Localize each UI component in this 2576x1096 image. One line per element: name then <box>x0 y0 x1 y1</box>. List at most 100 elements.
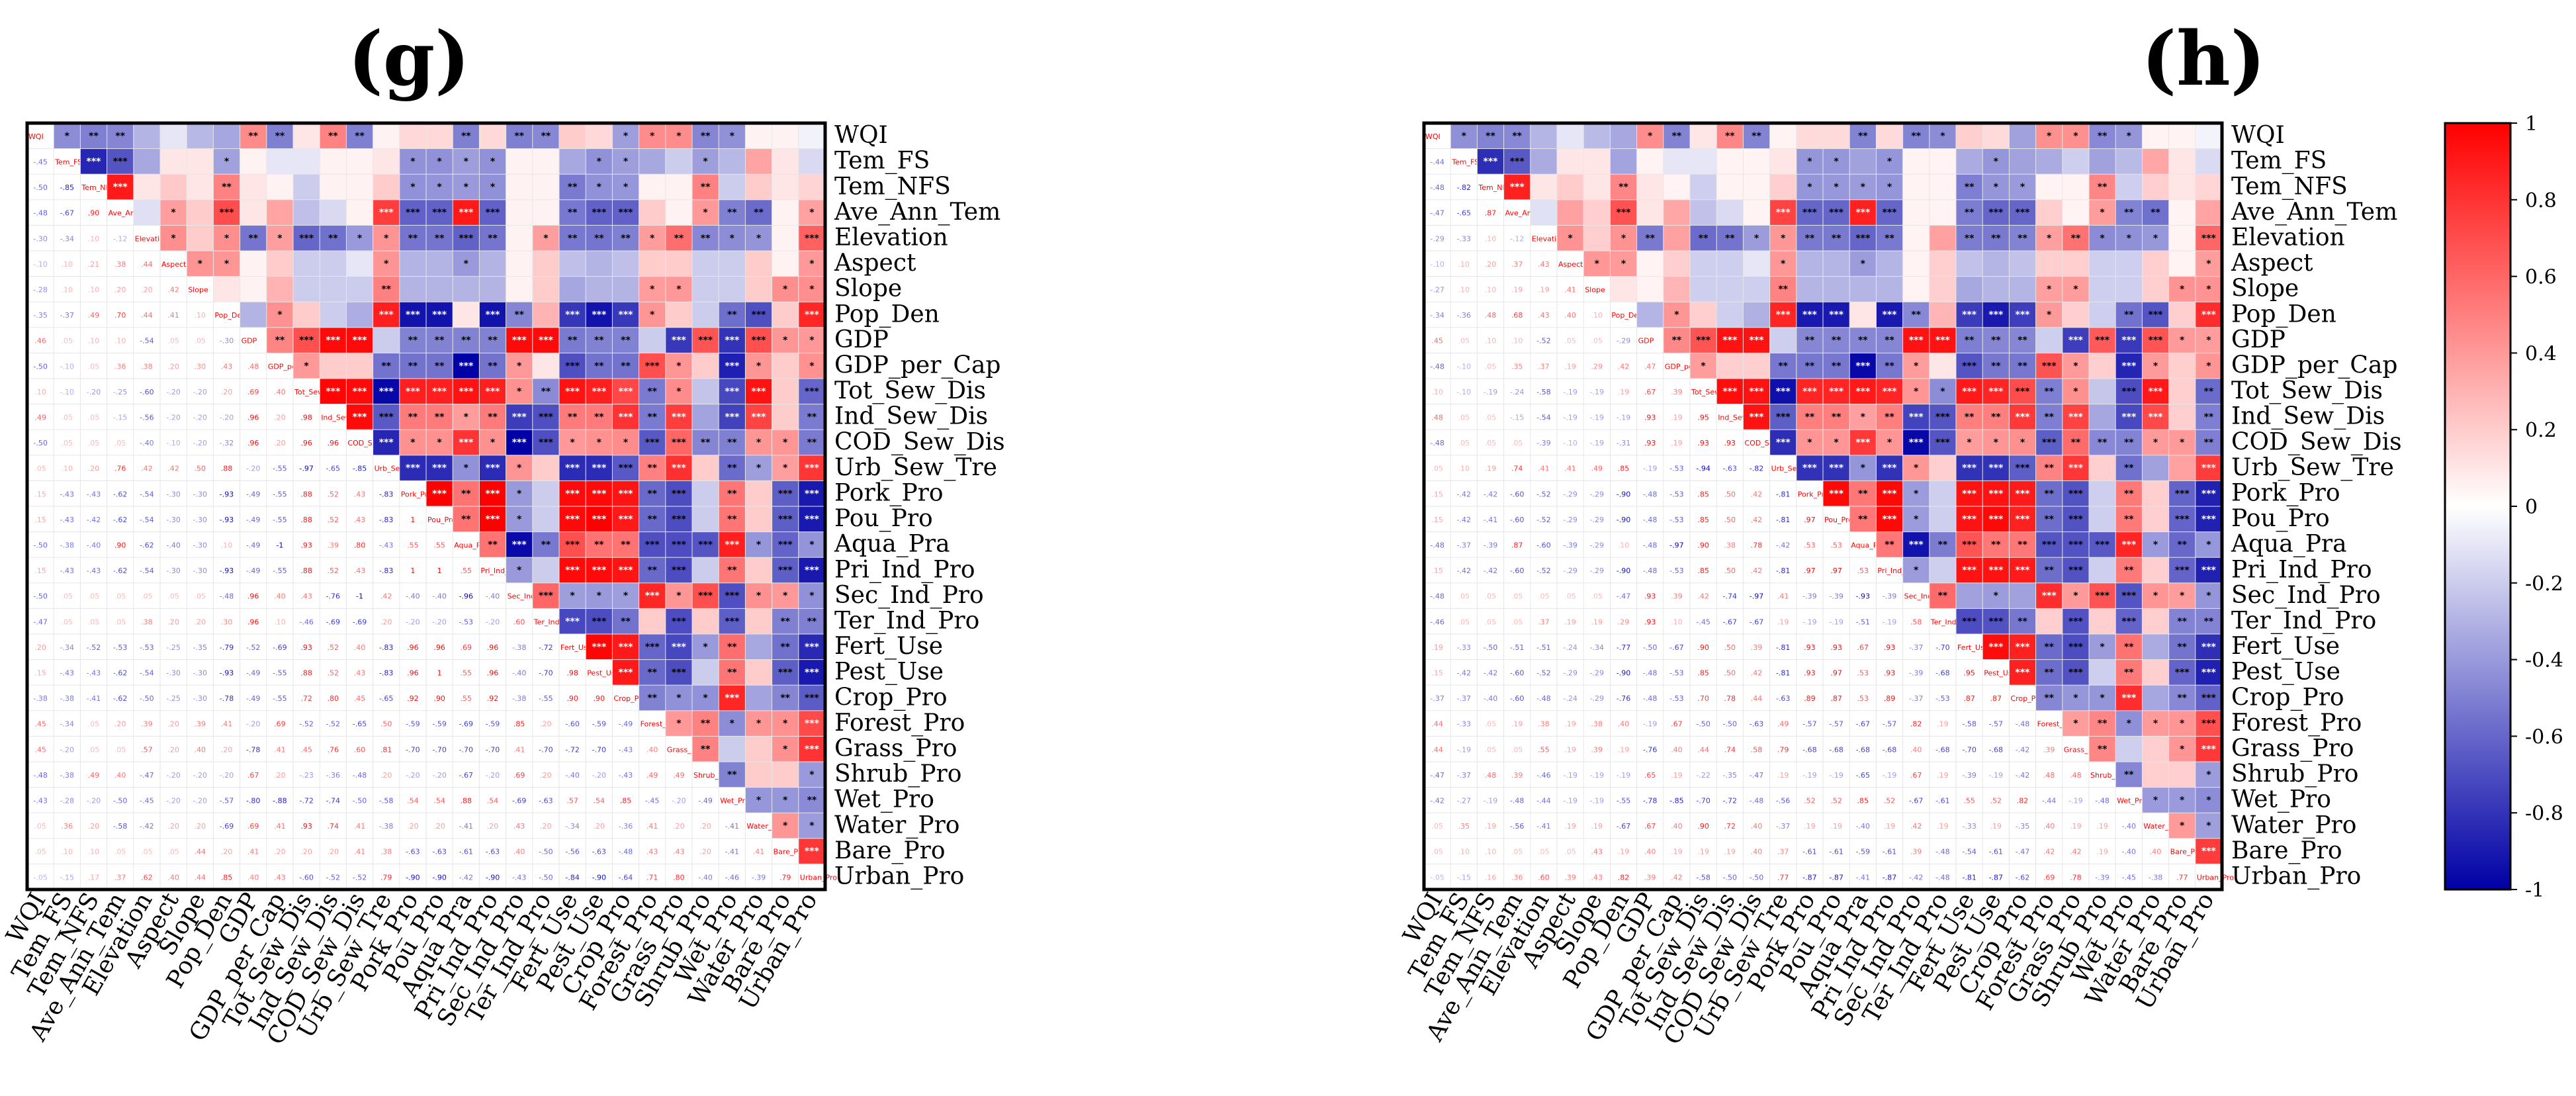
heatmap-cell <box>585 710 613 737</box>
colorbar-tick-label: -1 <box>2525 879 2544 902</box>
heatmap-cell <box>1849 301 1877 328</box>
coefficient-label: .05 <box>1485 745 1497 754</box>
heatmap-cell <box>798 787 826 814</box>
heatmap-cell <box>319 378 347 405</box>
significance-stars: *** <box>672 616 687 627</box>
significance-stars: *** <box>725 540 740 551</box>
heatmap-cell <box>1609 480 1638 508</box>
heatmap-cell <box>345 684 374 711</box>
heatmap-cell <box>1450 276 1478 303</box>
heatmap-cell <box>691 659 720 686</box>
heatmap-cell <box>1982 122 2010 150</box>
significance-stars: ** <box>621 616 631 627</box>
significance-stars: ** <box>2098 182 2108 193</box>
heatmap-cell <box>2115 506 2143 533</box>
coefficient-label: -.20 <box>166 797 180 805</box>
significance-stars: * <box>809 821 815 831</box>
significance-stars: * <box>703 642 708 653</box>
coefficient-label: .40 <box>114 771 126 780</box>
diagonal-label: Pork_Pro <box>401 490 432 498</box>
heatmap-cell <box>399 735 427 763</box>
coefficient-label: .05 <box>1511 848 1523 856</box>
heatmap-cell <box>133 812 161 839</box>
significance-stars: * <box>464 259 469 269</box>
heatmap-cell <box>1663 710 1691 737</box>
heatmap-cell <box>2141 838 2170 865</box>
significance-stars: ** <box>461 336 471 346</box>
coefficient-label: .15 <box>1431 516 1443 524</box>
row-label: Forest_Pro <box>834 709 965 737</box>
heatmap-cell <box>1742 224 1771 251</box>
coefficient-label: -.51 <box>1510 643 1524 652</box>
heatmap-cell <box>53 531 81 559</box>
heatmap-cell <box>744 633 773 661</box>
heatmap-cell <box>107 404 134 431</box>
significance-stars: *** <box>1883 208 1898 218</box>
heatmap-cell <box>585 531 613 559</box>
heatmap-cell <box>1955 582 1984 610</box>
significance-stars: ** <box>2018 233 2027 244</box>
heatmap-cell <box>1503 199 1531 226</box>
coefficient-label: .69 <box>461 643 472 652</box>
significance-stars: *** <box>1802 387 1818 397</box>
heatmap-cell <box>798 812 826 839</box>
coefficient-label: .39 <box>1644 873 1656 882</box>
coefficient-label: -.48 <box>1643 669 1657 678</box>
coefficient-label: -.48 <box>2095 797 2109 805</box>
heatmap-cell <box>1955 122 1984 150</box>
significance-stars: ** <box>222 182 232 193</box>
coefficient-label: .49 <box>646 771 658 780</box>
heatmap-cell <box>1769 735 1797 763</box>
coefficient-label: .54 <box>594 797 605 805</box>
heatmap-cell <box>292 531 321 559</box>
coefficient-label: .39 <box>1511 771 1523 780</box>
significance-stars: *** <box>486 488 501 499</box>
coefficient-label: .20 <box>274 848 286 856</box>
heatmap-cell <box>319 250 347 277</box>
heatmap-cell <box>558 506 587 533</box>
coefficient-label: .19 <box>1591 822 1603 831</box>
coefficient-label: .48 <box>247 362 259 371</box>
significance-stars: * <box>2206 540 2211 551</box>
significance-stars: ** <box>2177 642 2187 653</box>
coefficient-label: .53 <box>1857 567 1869 575</box>
coefficient-label: -.20 <box>486 617 500 626</box>
diagonal-label: Pest_Use <box>1984 669 2016 678</box>
colorbar-tick-label: -0.8 <box>2525 802 2563 825</box>
heatmap-cell <box>1663 684 1691 711</box>
coefficient-label: -.62 <box>113 694 127 703</box>
heatmap-cell <box>1822 378 1851 405</box>
significance-stars: * <box>597 182 602 193</box>
coefficient-label: .65 <box>1644 771 1656 780</box>
significance-stars: ** <box>780 642 790 653</box>
heatmap-cell <box>1423 173 1452 201</box>
coefficient-label: .39 <box>195 720 206 729</box>
coefficient-label: -.49 <box>246 541 260 550</box>
significance-stars: *** <box>1883 463 1898 474</box>
heatmap-cell <box>744 608 773 635</box>
significance-stars: * <box>2020 437 2025 448</box>
heatmap-cell <box>1716 735 1744 763</box>
coefficient-label: .43 <box>354 490 366 498</box>
significance-stars: *** <box>1909 412 1924 423</box>
coefficient-label: -.72 <box>565 745 579 754</box>
heatmap-cell <box>691 352 720 380</box>
significance-stars: * <box>570 591 575 602</box>
coefficient-label: -.90 <box>592 873 606 882</box>
heatmap-cell <box>1503 531 1531 559</box>
heatmap-cell <box>1663 838 1691 865</box>
coefficient-label: .45 <box>1431 337 1443 345</box>
heatmap-cell <box>79 173 108 201</box>
coefficient-label: .42 <box>380 592 392 601</box>
coefficient-label: .20 <box>673 822 685 831</box>
coefficient-label: -.81 <box>1776 643 1790 652</box>
coefficient-label: .42 <box>2070 848 2082 856</box>
significance-stars: ** <box>568 182 578 193</box>
significance-stars: ** <box>1672 131 1682 142</box>
significance-stars: *** <box>2095 336 2110 346</box>
heatmap-cell <box>1929 250 1957 277</box>
significance-stars: * <box>1861 412 1866 423</box>
heatmap-cell <box>1450 301 1478 328</box>
heatmap-cell <box>186 224 214 251</box>
significance-stars: * <box>490 182 496 193</box>
